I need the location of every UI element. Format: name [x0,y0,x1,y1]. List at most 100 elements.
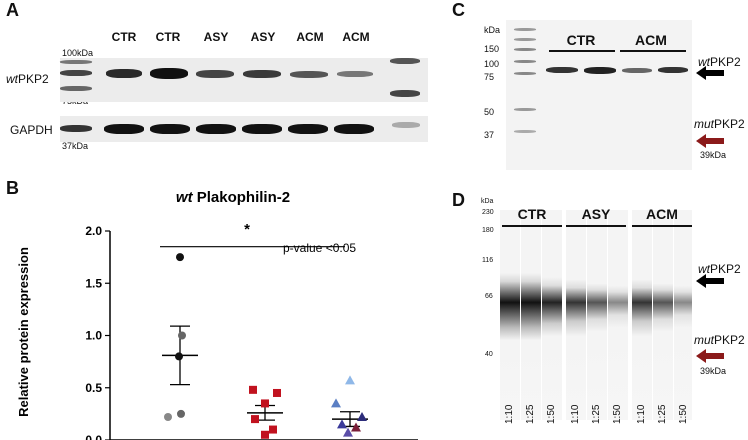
mutpkp2-label-c: mutPKP2 [694,117,745,131]
dilution-label: 1:10 [570,404,581,424]
wtpkp2-band [106,69,142,78]
lane-label-2: CTR [155,30,181,44]
blot-wtpkp2 [60,58,428,102]
row-label-wtpkp2: wtPKP2 [6,72,49,86]
ladder-band [514,108,536,111]
data-point-ctr [177,409,185,418]
black-arrow-icon [696,274,724,288]
lane [542,210,562,420]
wtpkp2-band [622,68,652,73]
gapdh-band [242,124,282,134]
group-bar-ctr-c [549,50,615,52]
data-point-ctr [175,352,183,361]
ladder-150: 150 [484,44,500,54]
marker-100kda: 100kDa [62,48,94,58]
gapdh-band [334,124,374,134]
lane [653,210,673,420]
gapdh-band [196,124,236,134]
data-point-acm [337,419,347,429]
ladder-band [514,28,536,31]
panel-d-label: D [452,190,465,210]
dilution-label: 1:25 [591,404,602,424]
data-point-ctr [176,253,184,262]
data-point-asy [261,430,269,439]
lane-label-6: ACM [342,30,370,44]
lane [674,210,692,420]
chart-title-rest: Plakophilin-2 [193,189,291,206]
wtpkp2-band [290,71,328,78]
ladder-band [390,58,420,64]
data-point-asy [251,415,259,424]
gapdh-band [288,124,328,134]
lane [521,210,541,420]
ladder-50: 50 [484,107,495,117]
ladder-band [392,122,420,128]
panel-b-label: B [6,178,19,198]
data-point-acm [357,412,367,422]
ladder-100: 100 [484,59,500,69]
dilution-label: 1:10 [636,404,647,424]
gapdh-band [104,124,144,134]
dilution-label: 1:50 [612,404,623,424]
dilution-label: 1:25 [525,404,536,424]
lane [608,210,628,420]
data-point-acm [351,422,361,432]
group-bar-ctr-d [502,225,562,227]
group-acm-d: ACM [646,206,678,222]
data-point-asy [249,385,257,394]
ladder-band [390,90,420,97]
red-arrow-icon [696,134,724,148]
mut-kda-c: 39kDa [700,150,727,160]
ladder-40: 40 [485,351,493,358]
significance-star: * [244,221,250,238]
ladder-band [60,125,92,132]
kda-label-c: kDa [484,25,501,35]
ladder-band [514,60,536,63]
lane [587,210,607,420]
scatter-chart: wt Plakophilin-2 Relative protein expres… [16,189,418,440]
ladder-37: 37 [484,130,495,140]
wt-text: wt [698,262,710,276]
y-tick-label: 0.0 [85,433,102,440]
marker-37kda: 37kDa [62,141,89,151]
pkp2-text: PKP2 [714,117,745,131]
group-ctr-d: CTR [517,206,547,222]
row-label-gapdh: GAPDH [10,123,53,137]
lane-label-4: ASY [250,30,276,44]
wtpkp2-band [658,67,688,73]
pkp2-text: PKP2 [710,262,741,276]
data-point-asy [269,425,277,434]
ladder-66: 66 [485,293,493,300]
data-point-ctr [164,413,172,422]
group-acm-c: ACM [635,32,667,48]
mut-kda-d: 39kDa [700,366,727,376]
data-point-asy [273,388,281,397]
data-point-acm [345,375,355,385]
capillary-lanes-d [500,210,692,420]
gapdh-band [150,124,190,134]
dilution-label: 1:50 [678,404,689,424]
row-label-pkp2: PKP2 [18,72,49,86]
ladder-band [514,38,536,41]
mutpkp2-label-d: mutPKP2 [694,333,745,347]
red-arrow-icon [696,349,724,363]
row-label-wt: wt [6,72,18,86]
ladder-band [514,72,536,75]
data-point-acm [343,427,353,437]
wtpkp2-band [584,67,616,74]
wtpkp2-label-d: wtPKP2 [698,262,741,276]
dilution-label: 1:10 [504,404,515,424]
ladder-116: 116 [482,257,494,264]
ladder-band [60,86,92,91]
blot-gapdh [60,116,428,142]
group-asy-d: ASY [581,206,611,222]
ladder-band [60,70,92,76]
pkp2-text: PKP2 [714,333,745,347]
wtpkp2-band [150,68,188,79]
panel-c-label: C [452,0,465,20]
y-tick-label: 1.0 [85,329,102,343]
y-tick-label: 0.5 [85,381,102,395]
y-tick-label: 2.0 [85,224,102,238]
group-bar-acm-d [632,225,692,227]
lane [632,210,652,420]
